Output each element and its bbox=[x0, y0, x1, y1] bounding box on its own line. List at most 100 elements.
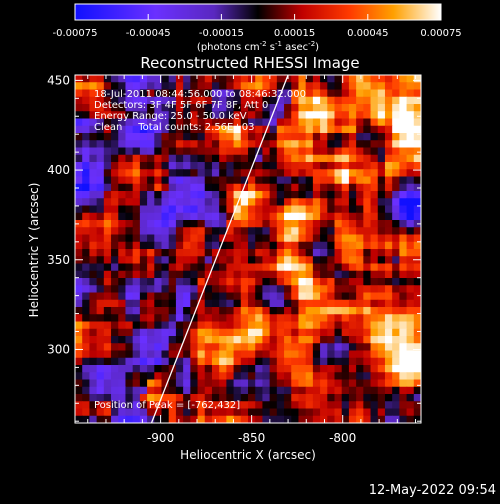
heatmap-cell bbox=[233, 357, 242, 366]
heatmap-cell bbox=[320, 365, 328, 373]
heatmap-cell bbox=[320, 162, 328, 170]
heatmap-cell bbox=[211, 372, 220, 381]
heatmap-cell bbox=[399, 191, 408, 199]
heatmap-cell bbox=[204, 104, 213, 112]
heatmap-cell bbox=[190, 270, 199, 279]
heatmap-cell bbox=[348, 205, 357, 214]
heatmap-cell bbox=[147, 212, 155, 221]
heatmap-cell bbox=[219, 154, 227, 163]
heatmap-cell bbox=[370, 205, 379, 214]
heatmap-cell bbox=[161, 372, 170, 381]
heatmap-cell bbox=[82, 89, 91, 98]
heatmap-cell bbox=[219, 307, 227, 315]
heatmap-cell bbox=[356, 75, 364, 83]
heatmap-cell bbox=[305, 365, 314, 373]
heatmap-cell bbox=[312, 234, 321, 243]
heatmap-cell bbox=[276, 183, 285, 192]
heatmap-cell bbox=[363, 111, 372, 120]
heatmap-cell bbox=[356, 307, 364, 315]
heatmap-cell bbox=[262, 401, 271, 410]
heatmap-cell bbox=[233, 234, 242, 243]
heatmap-cell bbox=[262, 198, 271, 207]
heatmap-cell bbox=[139, 270, 148, 279]
heatmap-cell bbox=[125, 321, 134, 330]
heatmap-cell bbox=[175, 350, 184, 359]
heatmap-cell bbox=[406, 82, 415, 91]
heatmap-cell bbox=[132, 227, 141, 236]
heatmap-cell bbox=[334, 234, 343, 243]
heatmap-cell bbox=[75, 386, 83, 395]
heatmap-cell bbox=[125, 270, 134, 279]
heatmap-cell bbox=[96, 386, 105, 395]
heatmap-cell bbox=[240, 205, 249, 214]
heatmap-cell bbox=[298, 386, 307, 395]
heatmap-cell bbox=[305, 379, 314, 388]
heatmap-cell bbox=[103, 162, 112, 170]
heatmap-cell bbox=[392, 75, 400, 83]
heatmap-cell bbox=[132, 183, 141, 192]
heatmap-cell bbox=[190, 415, 199, 423]
heatmap-cell bbox=[75, 357, 83, 366]
heatmap-cell bbox=[334, 299, 343, 308]
heatmap-cell bbox=[190, 191, 199, 199]
heatmap-cell bbox=[111, 220, 119, 228]
heatmap-cell bbox=[406, 212, 415, 221]
heatmap-cell bbox=[255, 401, 264, 410]
heatmap-cell bbox=[284, 394, 292, 402]
heatmap-cell bbox=[183, 365, 191, 373]
heatmap-cell bbox=[154, 191, 163, 199]
heatmap-cell bbox=[161, 75, 170, 83]
heatmap-cell bbox=[255, 299, 264, 308]
heatmap-cell bbox=[406, 394, 415, 402]
heatmap-cell bbox=[168, 343, 177, 352]
heatmap-cell bbox=[312, 241, 321, 250]
heatmap-cell bbox=[219, 401, 227, 410]
heatmap-cell bbox=[139, 357, 148, 366]
heatmap-cell bbox=[262, 314, 271, 323]
heatmap-cell bbox=[370, 357, 379, 366]
heatmap-cell bbox=[399, 205, 408, 214]
heatmap-cell bbox=[96, 343, 105, 352]
heatmap-cell bbox=[132, 394, 141, 402]
heatmap-cell bbox=[327, 285, 336, 294]
heatmap-cell bbox=[363, 133, 372, 141]
heatmap-cell bbox=[82, 307, 91, 315]
heatmap-cell bbox=[348, 394, 357, 402]
heatmap-cell bbox=[269, 75, 278, 83]
heatmap-cell bbox=[284, 307, 292, 315]
heatmap-cell bbox=[399, 299, 408, 308]
heatmap-cell bbox=[348, 285, 357, 294]
heatmap-cell bbox=[75, 96, 83, 105]
heatmap-cell bbox=[284, 227, 292, 236]
heatmap-cell bbox=[125, 191, 134, 199]
heatmap-cell bbox=[183, 263, 191, 272]
heatmap-cell bbox=[312, 299, 321, 308]
heatmap-cell bbox=[103, 220, 112, 228]
heatmap-cell bbox=[348, 415, 357, 423]
heatmap-cell bbox=[320, 256, 328, 265]
heatmap-cell bbox=[82, 154, 91, 163]
heatmap-cell bbox=[356, 198, 364, 207]
heatmap-cell bbox=[111, 111, 119, 120]
heatmap-cell bbox=[327, 379, 336, 388]
heatmap-cell bbox=[111, 183, 119, 192]
heatmap-cell bbox=[161, 154, 170, 163]
heatmap-cell bbox=[190, 169, 199, 178]
heatmap-cell bbox=[370, 118, 379, 127]
heatmap-cell bbox=[384, 365, 393, 373]
heatmap-cell bbox=[312, 118, 321, 127]
heatmap-cell bbox=[233, 263, 242, 272]
heatmap-cell bbox=[284, 169, 292, 178]
heatmap-cell bbox=[269, 205, 278, 214]
heatmap-cell bbox=[240, 256, 249, 265]
heatmap-cell bbox=[183, 133, 191, 141]
heatmap-cell bbox=[168, 118, 177, 127]
heatmap-cell bbox=[298, 307, 307, 315]
heatmap-cell bbox=[183, 321, 191, 330]
heatmap-cell bbox=[284, 162, 292, 170]
heatmap-cell bbox=[190, 408, 199, 417]
heatmap-cell bbox=[377, 104, 386, 112]
heatmap-cell bbox=[147, 191, 155, 199]
heatmap-cell bbox=[240, 336, 249, 344]
heatmap-cell bbox=[384, 234, 393, 243]
